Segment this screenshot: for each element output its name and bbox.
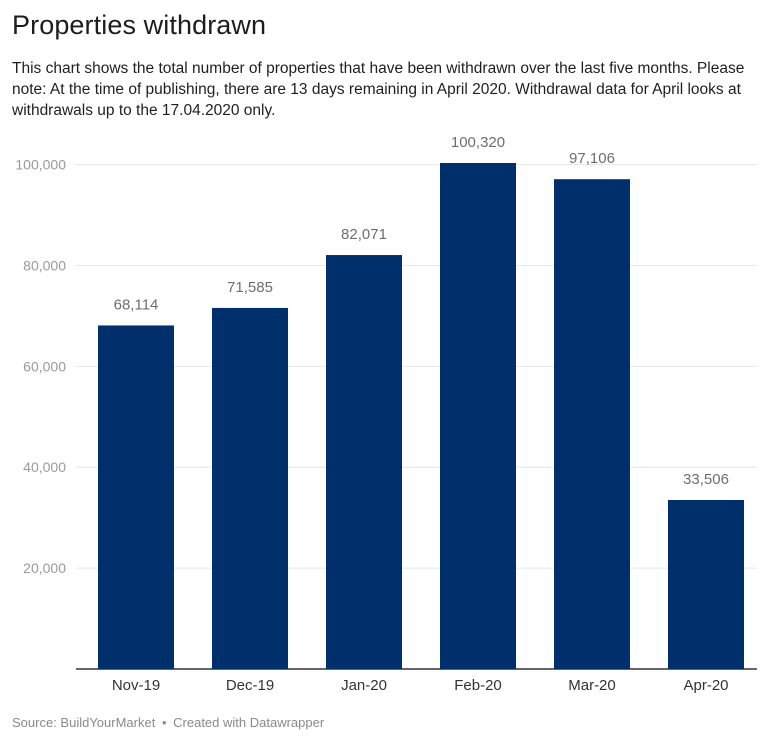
x-tick-label: Apr-20 bbox=[683, 677, 728, 694]
y-tick-label: 60,000 bbox=[23, 358, 66, 374]
bar bbox=[554, 179, 630, 669]
chart-subtitle: This chart shows the total number of pro… bbox=[12, 60, 745, 119]
chart-footer: Source: BuildYourMarket • Created with D… bbox=[12, 715, 324, 730]
x-tick-label: Feb-20 bbox=[454, 677, 502, 694]
x-tick-label: Mar-20 bbox=[568, 677, 616, 694]
x-tick-label: Nov-19 bbox=[112, 677, 160, 694]
footer-separator: • bbox=[161, 715, 167, 730]
labels: 20,000 40,000 60,000 80,000 100,000 68,114 Nov… bbox=[15, 134, 729, 694]
bar-value-label: 71,585 bbox=[227, 279, 273, 296]
bar bbox=[440, 163, 516, 669]
y-tick-label: 20,000 bbox=[23, 560, 66, 576]
bar bbox=[212, 307, 288, 669]
bars bbox=[98, 163, 744, 669]
bar-value-label: 82,071 bbox=[341, 226, 387, 243]
bar-value-label: 100,320 bbox=[451, 134, 505, 151]
bar bbox=[326, 255, 402, 669]
y-tick-label: 80,000 bbox=[23, 257, 66, 273]
x-tick-label: Jan-20 bbox=[341, 677, 387, 694]
bar-value-label: 33,506 bbox=[683, 471, 729, 488]
y-tick-label: 100,000 bbox=[15, 157, 66, 173]
bar-value-label: 97,106 bbox=[569, 150, 615, 167]
x-tick-label: Dec-19 bbox=[226, 677, 274, 694]
y-tick-label: 40,000 bbox=[23, 459, 66, 475]
gridlines bbox=[76, 164, 757, 670]
source-note: Source: BuildYourMarket bbox=[12, 715, 156, 730]
bar bbox=[668, 500, 744, 669]
credit-note: Created with Datawrapper bbox=[173, 715, 325, 730]
bar-chart: 20,000 40,000 60,000 80,000 100,000 68,114 Nov… bbox=[15, 134, 757, 694]
bar-value-label: 68,114 bbox=[114, 296, 159, 313]
chart-title: Properties withdrawn bbox=[12, 10, 267, 40]
bar bbox=[98, 325, 174, 669]
